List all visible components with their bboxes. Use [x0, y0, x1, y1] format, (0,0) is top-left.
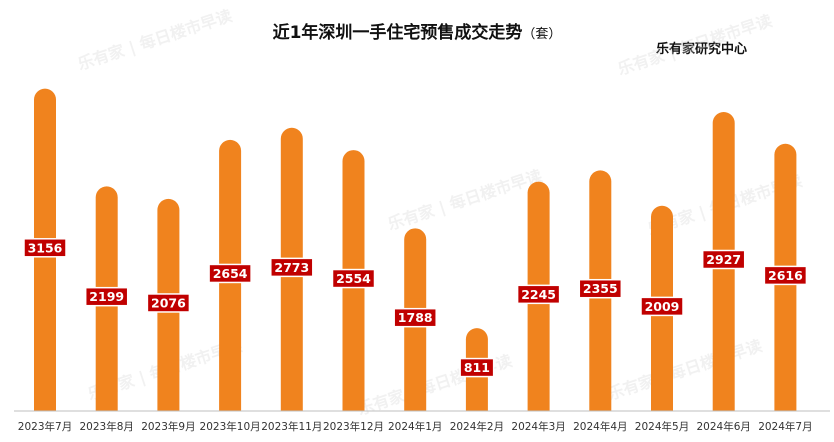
x-tick-label: 2023年12月 [323, 420, 384, 433]
watermark-text: 乐有家 | 每日楼市早读 [385, 166, 544, 235]
data-label-box [763, 265, 808, 286]
chart-title: 近1年深圳一手住宅预售成交走势（套） [272, 23, 562, 43]
data-label: 2927 [706, 252, 741, 267]
watermark-text: 乐有家 | 每日楼市早读 [75, 6, 234, 75]
data-label-box [23, 238, 67, 258]
watermark-text: 乐有家 | 每日楼市早读 [605, 336, 764, 405]
data-label: 2076 [151, 295, 186, 310]
x-tick-label: 2024年2月 [450, 420, 504, 433]
data-labels: 3156 2199 2076 2654 2773 2554 1788 811 2245 2355 2… [23, 238, 808, 378]
data-label: 2199 [89, 289, 124, 304]
data-label: 2773 [274, 260, 309, 275]
data-label: 2009 [645, 299, 680, 314]
data-label: 2245 [521, 287, 556, 302]
source-label: 乐有家研究中心 [656, 42, 748, 57]
data-label-box [84, 286, 129, 307]
x-tick-label: 2024年3月 [511, 420, 565, 433]
watermark-text: 乐有家 | 每日楼市早读 [615, 11, 774, 80]
data-label: 3156 [28, 240, 63, 255]
data-label: 2616 [768, 268, 803, 283]
data-label-box [146, 293, 191, 313]
x-tick-labels: 2023年7月 2023年8月 2023年9月 2023年10月 2023年11月 202… [18, 420, 813, 433]
data-label-box [270, 257, 314, 278]
data-label: 2355 [583, 281, 618, 296]
data-label: 2654 [213, 266, 248, 281]
chart-unit: （套） [522, 27, 562, 42]
x-tick-label: 2024年6月 [696, 420, 750, 433]
data-label: 811 [464, 360, 490, 375]
x-tick-label: 2023年7月 [18, 420, 72, 433]
data-label: 1788 [398, 310, 433, 325]
data-label: 2554 [336, 271, 371, 286]
x-tick-label: 2024年5月 [635, 420, 689, 433]
x-tick-label: 2024年4月 [573, 420, 627, 433]
data-label-box [208, 263, 252, 284]
x-tick-label: 2023年9月 [141, 420, 195, 433]
data-label-box [578, 278, 623, 299]
data-label-box [459, 357, 495, 378]
x-tick-label: 2024年7月 [758, 420, 812, 433]
x-tick-label: 2023年10月 [200, 420, 261, 433]
x-tick-label: 2023年8月 [79, 420, 133, 433]
data-label-box [516, 284, 561, 305]
data-label-box [701, 249, 746, 270]
data-label-box [331, 268, 376, 289]
data-label-box [640, 296, 684, 317]
x-tick-label: 2024年1月 [388, 420, 442, 433]
x-tick-label: 2023年11月 [261, 420, 322, 433]
data-label-box [393, 307, 437, 328]
